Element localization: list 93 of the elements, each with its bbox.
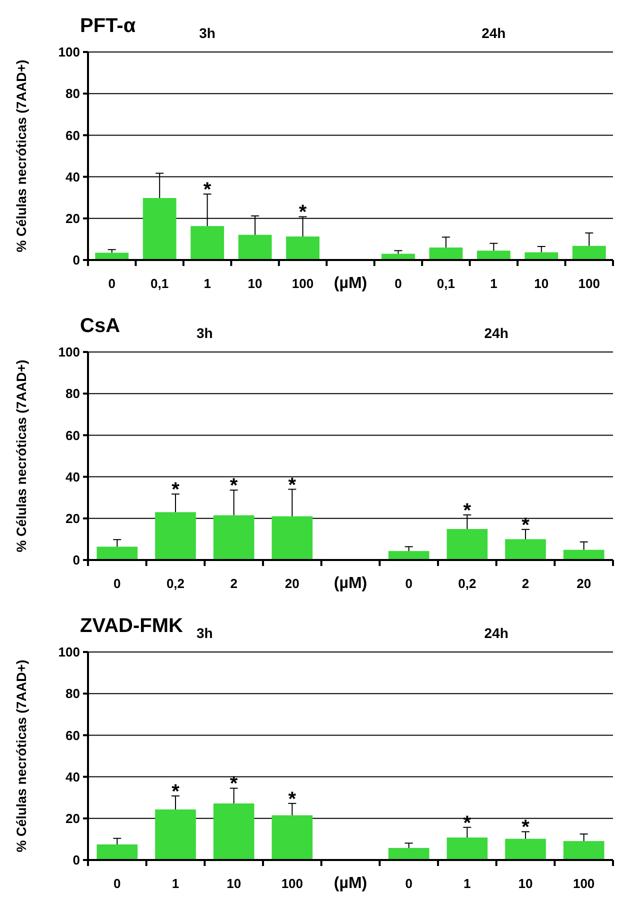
annotation: * [298, 202, 307, 224]
y-tick-label: 60 [66, 428, 80, 443]
y-tick-label: 0 [72, 252, 80, 268]
bar [446, 838, 488, 860]
x-tick-label: 0 [405, 876, 412, 891]
y-tick-label: 80 [66, 386, 80, 402]
text: 24h [484, 325, 508, 341]
bar [476, 250, 510, 260]
x-tick-label: 2 [230, 576, 238, 591]
chart-title: ZVAD-FMK [80, 615, 184, 637]
x-tick-label: 1 [464, 876, 471, 891]
y-tick-label: 20 [66, 810, 80, 826]
bar [572, 246, 606, 260]
x-tick-label: 1 [204, 276, 211, 291]
bar [272, 516, 313, 560]
x-tick-label: 0 [405, 576, 412, 591]
annotation: * [172, 780, 180, 803]
text: 24h [482, 25, 506, 41]
x-tick-label: 100 [281, 876, 304, 891]
annotation: * [522, 816, 530, 839]
y-tick-label: 40 [66, 169, 80, 184]
y-tick-label: 100 [58, 644, 80, 660]
bar [505, 838, 546, 860]
x-tick-label: 10 [226, 876, 242, 891]
x-tick-label: 0 [114, 576, 121, 591]
bar [429, 248, 463, 260]
annotation: * [230, 773, 238, 796]
x-tick-label: 0 [114, 876, 121, 891]
text: 24h [484, 625, 508, 641]
x-tick-label: 0,2 [166, 576, 185, 591]
x-tick-label: (µM) [334, 575, 368, 592]
bar [388, 848, 430, 860]
y-tick-label: 40 [66, 469, 80, 484]
x-tick-label: 10 [534, 276, 549, 291]
bar [155, 512, 196, 560]
text: 3h [196, 325, 213, 341]
chart-title: PFT-α [80, 15, 136, 37]
x-tick-label: 10 [518, 876, 533, 891]
bar [272, 815, 313, 860]
y-tick-label: 20 [66, 210, 80, 226]
x-tick-label: 100 [572, 876, 595, 891]
x-tick-label: 20 [284, 576, 300, 591]
bar [238, 234, 272, 260]
annotation: * [203, 179, 212, 202]
annotation: * [230, 475, 238, 498]
y-axis-title: % Células necróticas (7AAD+) [14, 360, 29, 552]
x-tick-label: 20 [576, 576, 592, 591]
bar [388, 551, 430, 560]
x-tick-label: (µM) [334, 875, 368, 892]
text: 3h [199, 25, 216, 41]
chart-title: CsA [80, 315, 120, 337]
annotation: * [463, 500, 472, 522]
x-tick-label: 0 [394, 276, 402, 291]
y-tick-label: 20 [66, 510, 80, 526]
bar [190, 226, 224, 260]
x-tick-label: 10 [248, 276, 262, 291]
x-tick-label: 1 [172, 876, 180, 891]
x-tick-label: 2 [522, 576, 530, 591]
y-axis-title: % Células necróticas (7AAD+) [14, 60, 29, 252]
x-tick-label: 0,1 [436, 276, 455, 291]
annotation: * [172, 479, 180, 502]
x-tick-label: (µM) [334, 275, 368, 292]
bar [505, 539, 546, 560]
x-tick-label: 0,1 [150, 276, 169, 291]
y-tick-label: 40 [66, 769, 80, 784]
bar [286, 236, 320, 260]
y-tick-label: 80 [66, 86, 80, 102]
bar [96, 546, 138, 560]
bar [142, 198, 176, 260]
y-tick-label: 60 [66, 128, 80, 143]
x-tick-label: 100 [578, 276, 600, 291]
y-tick-label: 100 [58, 344, 80, 360]
bar [96, 844, 138, 860]
annotation: * [522, 514, 530, 536]
text: 3h [196, 625, 213, 641]
x-tick-label: 1 [490, 276, 498, 291]
bar [563, 841, 604, 860]
x-tick-label: 0,2 [458, 576, 476, 591]
bar [213, 515, 254, 560]
bar [155, 809, 196, 860]
y-tick-label: 0 [72, 552, 80, 568]
bar [446, 529, 488, 560]
y-tick-label: 80 [66, 686, 80, 702]
annotation: * [288, 788, 296, 810]
y-tick-label: 100 [58, 44, 80, 60]
bar [213, 803, 254, 860]
bar [95, 252, 129, 260]
x-tick-label: 100 [292, 276, 314, 291]
x-tick-label: 0 [108, 276, 116, 291]
y-axis-title: % Células necróticas (7AAD+) [14, 660, 29, 852]
y-tick-label: 60 [66, 728, 80, 743]
y-tick-label: 0 [72, 852, 80, 868]
annotation: * [288, 474, 296, 496]
